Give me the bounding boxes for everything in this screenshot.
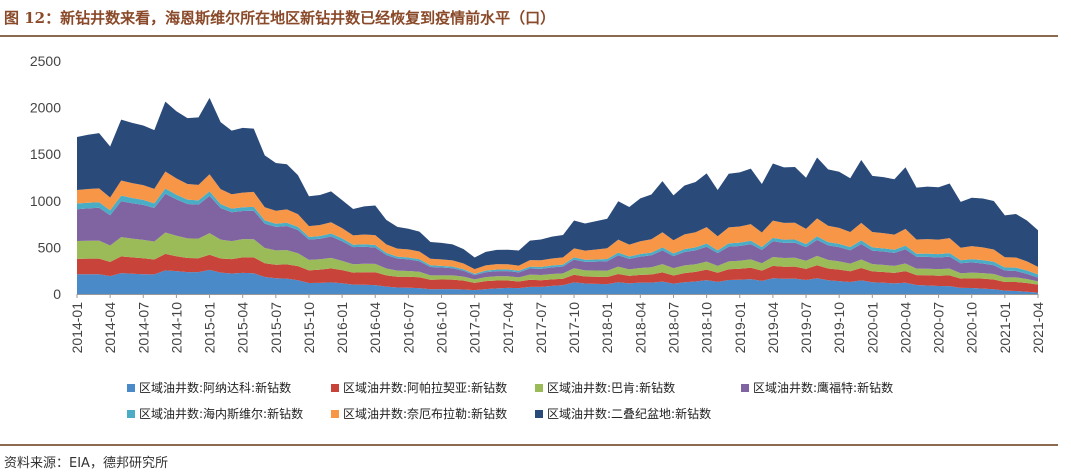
legend-swatch — [741, 384, 749, 392]
legend-item: 区域油井数:海内斯维尔:新钻数 — [127, 406, 303, 421]
x-tick-label: 2020-04 — [897, 302, 913, 354]
x-tick-label: 2017-10 — [566, 302, 582, 354]
legend-label: 区域油井数:海内斯维尔:新钻数 — [139, 406, 303, 421]
y-tick-label: 1000 — [30, 193, 61, 209]
legend-label: 区域油井数:阿纳达科:新钻数 — [139, 380, 291, 395]
legend-label: 区域油井数:奈厄布拉勒:新钻数 — [343, 406, 507, 421]
x-tick-label: 2018-04 — [632, 302, 648, 354]
x-tick-label: 2018-07 — [665, 302, 681, 354]
legend-item: 区域油井数:奈厄布拉勒:新钻数 — [331, 406, 507, 421]
x-tick-label: 2021-04 — [1030, 302, 1046, 354]
y-tick-label: 0 — [53, 286, 61, 302]
area-series-4 — [77, 193, 1038, 282]
x-tick-label: 2016-01 — [334, 302, 350, 354]
area-series-5 — [77, 188, 1038, 278]
area-series-7 — [77, 97, 1038, 270]
x-tick-label: 2019-07 — [798, 302, 814, 354]
legend-swatch — [331, 410, 339, 418]
x-tick-label: 2017-07 — [533, 302, 549, 354]
x-tick-label: 2020-10 — [964, 302, 980, 354]
x-tick-label: 2017-01 — [467, 302, 483, 354]
x-tick-label: 2015-07 — [268, 302, 284, 354]
legend-label: 区域油井数:阿帕拉契亚:新钻数 — [343, 380, 507, 395]
legend-item: 区域油井数:阿纳达科:新钻数 — [127, 380, 291, 395]
x-tick-label: 2017-04 — [500, 302, 516, 354]
x-tick-label: 2015-01 — [202, 302, 218, 354]
y-tick-label: 1500 — [30, 146, 61, 162]
legend-label: 区域油井数:鹰福特:新钻数 — [753, 380, 893, 395]
legend-swatch — [535, 410, 543, 418]
title-divider — [0, 35, 1058, 37]
x-tick-label: 2015-10 — [301, 302, 317, 354]
stacked-area-chart: 0 500 1000 1500 2000 2500 2014-01 2014-04 2014-0… — [30, 53, 1046, 421]
x-tick-label: 2020-01 — [864, 302, 880, 354]
y-tick-label: 2000 — [30, 100, 61, 116]
x-tick-label: 2019-04 — [765, 302, 781, 354]
legend-swatch — [331, 384, 339, 392]
area-series-1 — [77, 269, 1038, 294]
x-tick-label: 2018-01 — [599, 302, 615, 354]
x-tick-label: 2019-10 — [831, 302, 847, 354]
x-tick-label: 2019-01 — [732, 302, 748, 354]
x-tick-label: 2015-04 — [235, 302, 251, 354]
area-series-2 — [77, 253, 1038, 293]
y-tick-label: 2500 — [30, 53, 61, 69]
x-tick-label: 2014-07 — [135, 302, 151, 354]
legend-swatch — [535, 384, 543, 392]
area-series-3 — [77, 232, 1038, 285]
legend-label: 区域油井数:二叠纪盆地:新钻数 — [547, 406, 711, 421]
legend-item: 区域油井数:二叠纪盆地:新钻数 — [535, 406, 711, 421]
x-tick-label: 2016-10 — [434, 302, 450, 354]
x-tick-label: 2014-01 — [69, 302, 85, 354]
x-tick-label: 2020-07 — [931, 302, 947, 354]
legend-item: 区域油井数:阿帕拉契亚:新钻数 — [331, 380, 507, 395]
area-layers — [77, 97, 1038, 294]
x-tick-label: 2014-04 — [102, 302, 118, 354]
x-tick-label: 2018-10 — [699, 302, 715, 354]
source-divider — [0, 444, 1058, 446]
legend-swatch — [127, 384, 135, 392]
legend-swatch — [127, 410, 135, 418]
y-tick-label: 500 — [38, 239, 62, 255]
x-tick-label: 2016-07 — [400, 302, 416, 354]
x-tick-label: 2016-04 — [367, 302, 383, 354]
legend-label: 区域油井数:巴肯:新钻数 — [547, 380, 675, 395]
legend-item: 区域油井数:巴肯:新钻数 — [535, 380, 675, 395]
x-tick-label: 2014-10 — [168, 302, 184, 354]
x-tick-label: 2021-01 — [997, 302, 1013, 354]
chart-title: 图 12：新钻井数来看，海恩斯维尔所在地区新钻井数已经恢复到疫情前水平（口） — [4, 9, 556, 27]
source-note: 资料来源：EIA，德邦研究所 — [4, 456, 168, 471]
legend-item: 区域油井数:鹰福特:新钻数 — [741, 380, 893, 395]
area-series-6 — [77, 171, 1038, 275]
